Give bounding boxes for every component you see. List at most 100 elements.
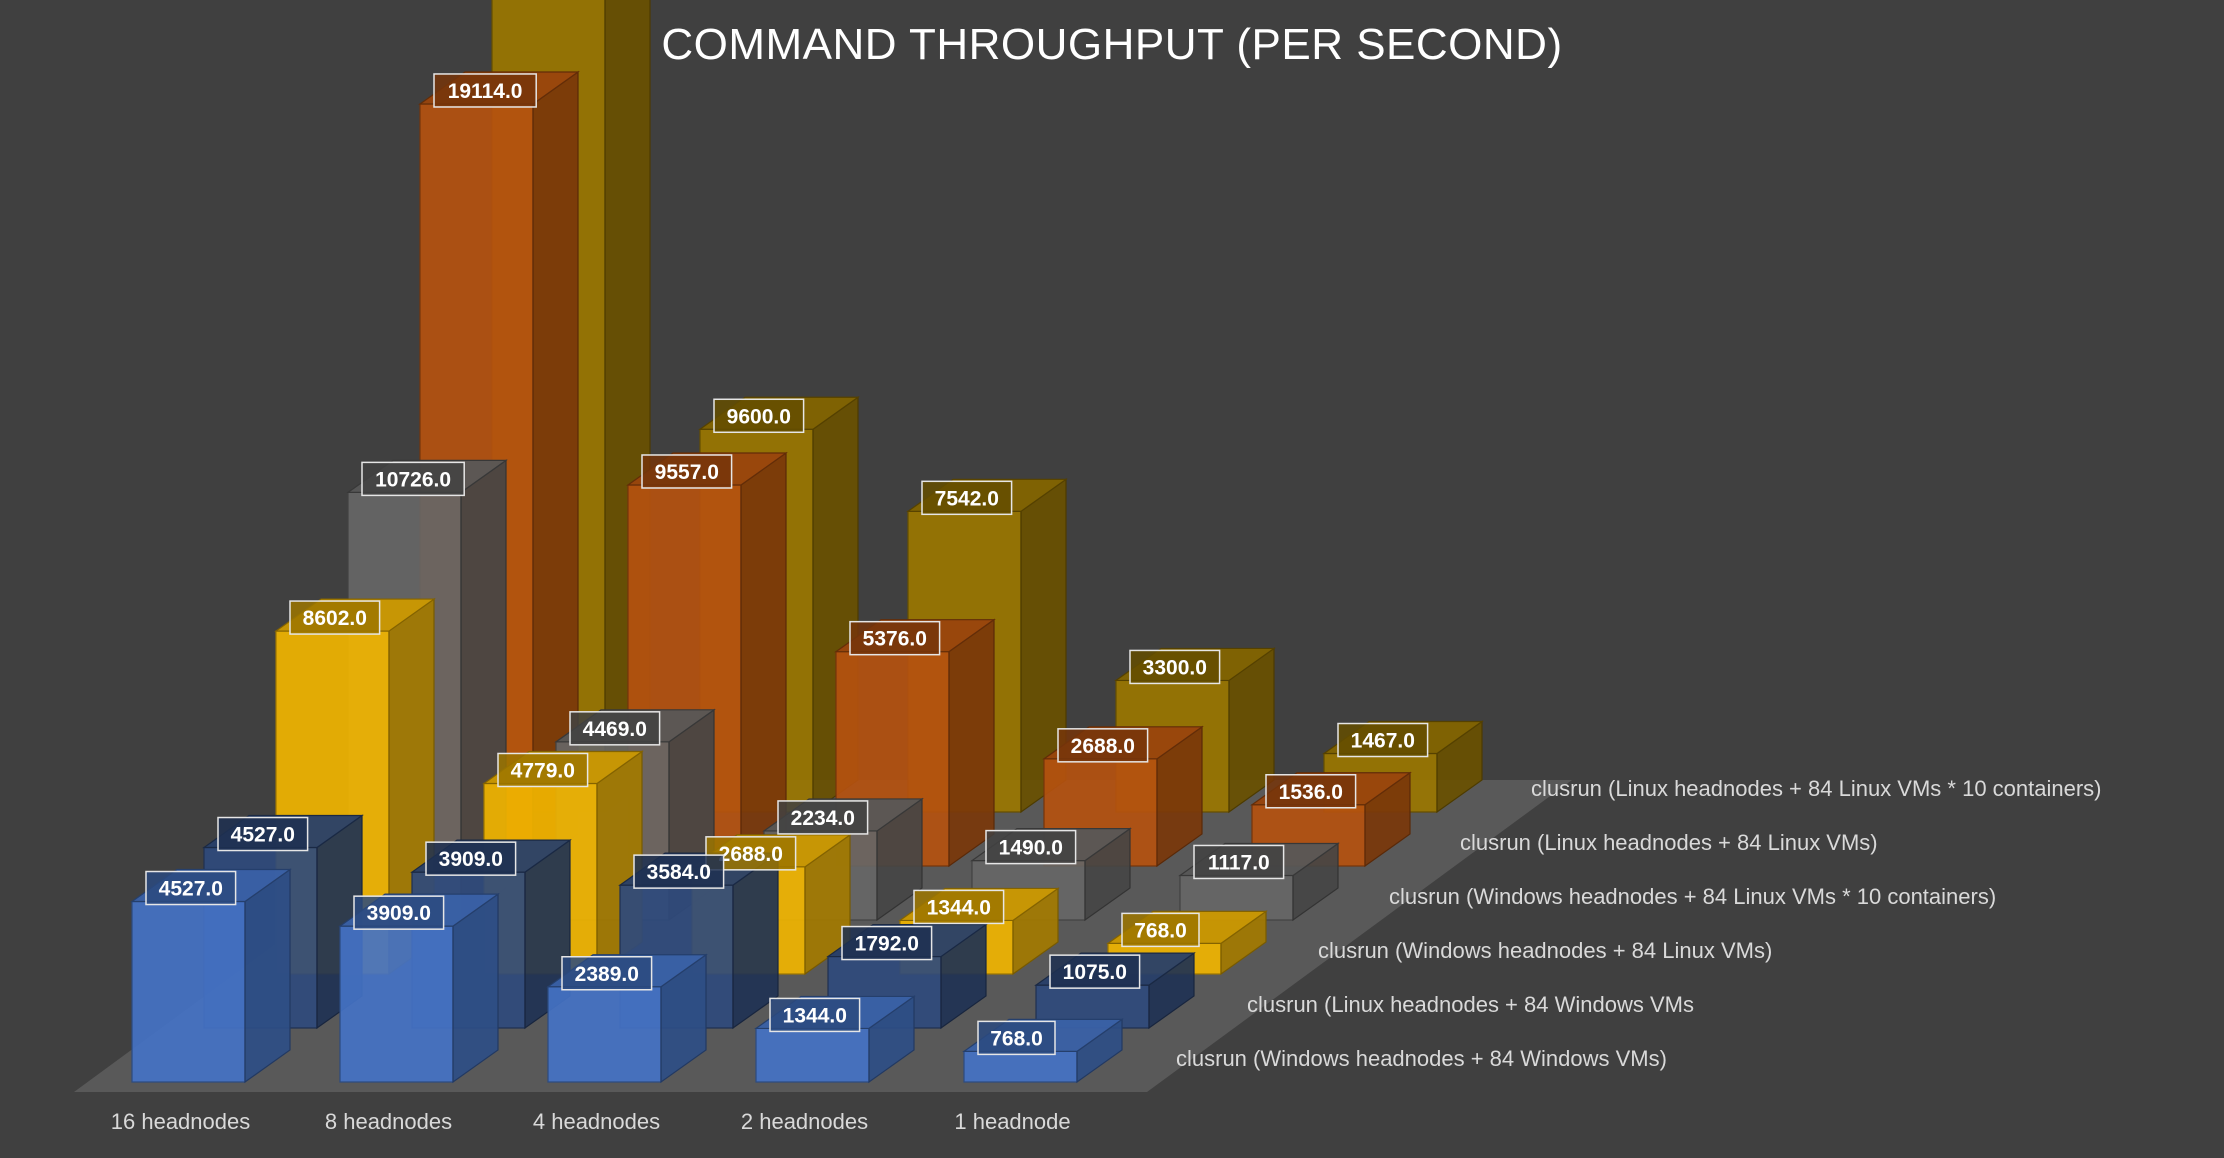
data-label: 1344.0	[769, 997, 861, 1033]
data-label-box	[1337, 722, 1429, 758]
data-label: 1490.0	[985, 829, 1077, 865]
data-label-box	[361, 461, 465, 497]
bar-side-face	[244, 868, 291, 1084]
data-label-text: 1344.0	[927, 896, 991, 919]
bar	[130, 868, 292, 1084]
x-tick-label: 2 headnodes	[741, 1109, 868, 1134]
series-axis-label: clusrun (Windows headnodes + 84 Linux VM…	[1389, 884, 1996, 909]
data-label: 4469.0	[569, 711, 661, 746]
data-label-text: 3584.0	[647, 861, 711, 884]
data-label: 4527.0	[217, 816, 309, 852]
data-label: 5376.0	[849, 620, 941, 656]
bar-side-face	[452, 892, 499, 1084]
bar-front-face	[963, 1050, 1078, 1083]
data-label: 3909.0	[353, 895, 445, 930]
data-label: 768.0	[977, 1020, 1056, 1056]
series-axis-label: clusrun (Linux headnodes + 84 Linux VMs …	[1531, 776, 2102, 801]
data-label: 2234.0	[777, 800, 869, 835]
data-label-text: 3909.0	[367, 902, 431, 925]
data-label-box	[1193, 844, 1285, 880]
data-label: 7542.0	[921, 480, 1013, 516]
data-label: 1536.0	[1265, 774, 1357, 809]
data-label-box	[1129, 649, 1221, 685]
data-label-text: 1075.0	[1063, 961, 1127, 984]
data-label-text: 1117.0	[1208, 851, 1270, 874]
data-label-box	[569, 711, 661, 746]
data-label-box	[217, 816, 309, 852]
data-label-text: 768.0	[990, 1027, 1043, 1050]
data-label-text: 2234.0	[791, 807, 855, 830]
bar-front-face	[547, 986, 662, 1083]
data-label-box	[777, 800, 869, 835]
data-label: 19114.0	[433, 73, 537, 108]
data-label: 1075.0	[1049, 954, 1141, 989]
data-label: 2688.0	[1057, 728, 1149, 763]
bar-front-face	[755, 1027, 870, 1083]
data-label-box	[713, 398, 805, 434]
data-label: 10726.0	[361, 461, 465, 497]
data-label-box	[145, 870, 237, 906]
data-label-box	[641, 454, 733, 489]
data-label-box	[913, 889, 1005, 925]
data-label-text: 2389.0	[575, 963, 639, 986]
bar	[834, 618, 996, 868]
data-label-box	[985, 829, 1077, 865]
data-label-box	[497, 752, 589, 788]
data-label-text: 4469.0	[583, 718, 647, 741]
bar-front-face	[339, 925, 454, 1083]
data-label: 9557.0	[641, 454, 733, 489]
data-label-box	[1121, 912, 1200, 948]
bar-side-face	[948, 618, 995, 868]
data-label-box	[849, 620, 941, 656]
data-label-text: 3909.0	[439, 848, 503, 871]
data-label-text: 8602.0	[303, 607, 367, 630]
data-label-box	[633, 854, 725, 889]
data-label-box	[769, 997, 861, 1033]
x-tick-label: 1 headnode	[954, 1109, 1070, 1134]
data-label-box	[1049, 954, 1141, 989]
data-label-text: 9557.0	[655, 461, 719, 484]
data-label-text: 7542.0	[935, 487, 999, 510]
data-label-text: 19114.0	[448, 80, 523, 103]
data-label-box	[977, 1020, 1056, 1056]
data-label-text: 10726.0	[375, 468, 451, 491]
data-label: 1117.0	[1193, 844, 1285, 880]
data-label: 768.0	[1121, 912, 1200, 948]
data-label-box	[561, 956, 653, 991]
data-label-text: 9600.0	[727, 405, 791, 428]
data-label-text: 4779.0	[511, 759, 575, 782]
data-label-box	[921, 480, 1013, 516]
data-label: 4527.0	[145, 870, 237, 906]
data-label: 3909.0	[425, 841, 517, 876]
data-label-text: 4527.0	[231, 824, 295, 847]
x-tick-label: 8 headnodes	[325, 1109, 452, 1134]
data-label-text: 2688.0	[719, 843, 783, 866]
x-tick-label: 4 headnodes	[533, 1109, 660, 1134]
chart-title: COMMAND THROUGHPUT (PER SECOND)	[661, 20, 1563, 69]
data-label: 3300.0	[1129, 649, 1221, 685]
data-label-text: 1467.0	[1351, 730, 1415, 753]
data-label-text: 2688.0	[1071, 735, 1135, 758]
series-axis-label: clusrun (Linux headnodes + 84 Windows VM…	[1247, 992, 1694, 1017]
data-label-text: 1536.0	[1279, 781, 1343, 804]
data-label-box	[433, 73, 537, 108]
series-axis-label: clusrun (Windows headnodes + 84 Linux VM…	[1318, 938, 1772, 963]
data-label: 4779.0	[497, 752, 589, 788]
data-label-text: 1344.0	[783, 1004, 847, 1027]
data-label-box	[353, 895, 445, 930]
data-label-box	[841, 925, 933, 961]
series-axis-label: clusrun (Windows headnodes + 84 Windows …	[1176, 1046, 1667, 1071]
data-label-text: 5376.0	[863, 628, 927, 651]
data-label: 9600.0	[713, 398, 805, 434]
data-label: 8602.0	[289, 600, 381, 635]
data-label: 1467.0	[1337, 722, 1429, 758]
data-label: 1792.0	[841, 925, 933, 961]
data-label: 1344.0	[913, 889, 1005, 925]
data-label-text: 1490.0	[999, 837, 1063, 860]
data-label-text: 1792.0	[855, 933, 919, 956]
bar-front-face	[131, 900, 246, 1083]
data-label-text: 4527.0	[159, 878, 223, 901]
data-label-box	[1265, 774, 1357, 809]
